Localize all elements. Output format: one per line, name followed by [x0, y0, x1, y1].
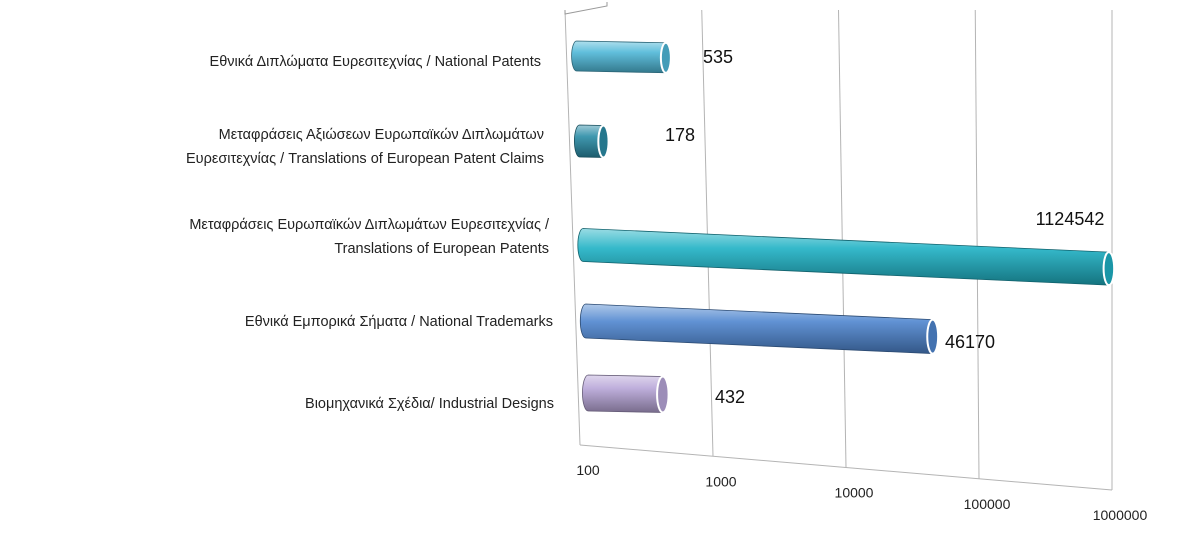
- gridline: [838, 9, 847, 468]
- category-label: Εθνικά Εμπορικά Σήματα / National Tradem…: [245, 314, 553, 330]
- x-tick-label: 1000000: [1093, 507, 1148, 523]
- data-label: 1124542: [1036, 209, 1105, 229]
- bar: [571, 40, 672, 74]
- bar-end-cap: [656, 375, 670, 414]
- floor-edge: [579, 444, 1113, 491]
- category-label: Μεταφράσεις Αξιώσεων Ευρωπαϊκών Διπλωμάτ…: [219, 127, 544, 143]
- category-label: Βιομηχανικά Σχέδια/ Industrial Designs: [305, 396, 554, 412]
- x-tick-label: 1000: [705, 473, 736, 489]
- bar: [577, 228, 1115, 286]
- bar-end-cap: [659, 41, 672, 74]
- category-label: Μεταφράσεις Ευρωπαϊκών Διπλωμάτων Ευρεσι…: [189, 217, 550, 233]
- bar-layer: [571, 40, 1116, 414]
- bar-end-cap: [926, 318, 940, 355]
- category-label: Ευρεσιτεχνίας / Translations of European…: [186, 151, 544, 167]
- gridline: [564, 9, 581, 446]
- bar-end-cap: [1102, 251, 1116, 287]
- category-label: Translations of European Patents: [334, 241, 549, 257]
- label-layer: 100 1000 10000 100000 1000000 535 178 1124542 46…: [186, 47, 1147, 523]
- x-tick-label: 10000: [835, 485, 874, 501]
- category-label: Εθνικά Διπλώματα Ευρεσιτεχνίας / Nationa…: [210, 54, 541, 70]
- x-tick-label: 100: [576, 462, 600, 478]
- data-label: 535: [703, 47, 733, 67]
- bar: [579, 303, 939, 355]
- data-label: 178: [665, 125, 695, 145]
- wall-cap: [564, 2, 608, 15]
- gridline: [974, 9, 980, 479]
- bar-end-cap: [597, 124, 610, 159]
- data-label: 46170: [945, 332, 995, 352]
- bar: [582, 374, 669, 413]
- gridline: [701, 9, 714, 457]
- data-label: 432: [715, 387, 745, 407]
- grid-layer: [564, 2, 1113, 491]
- x-tick-label: 100000: [964, 496, 1011, 512]
